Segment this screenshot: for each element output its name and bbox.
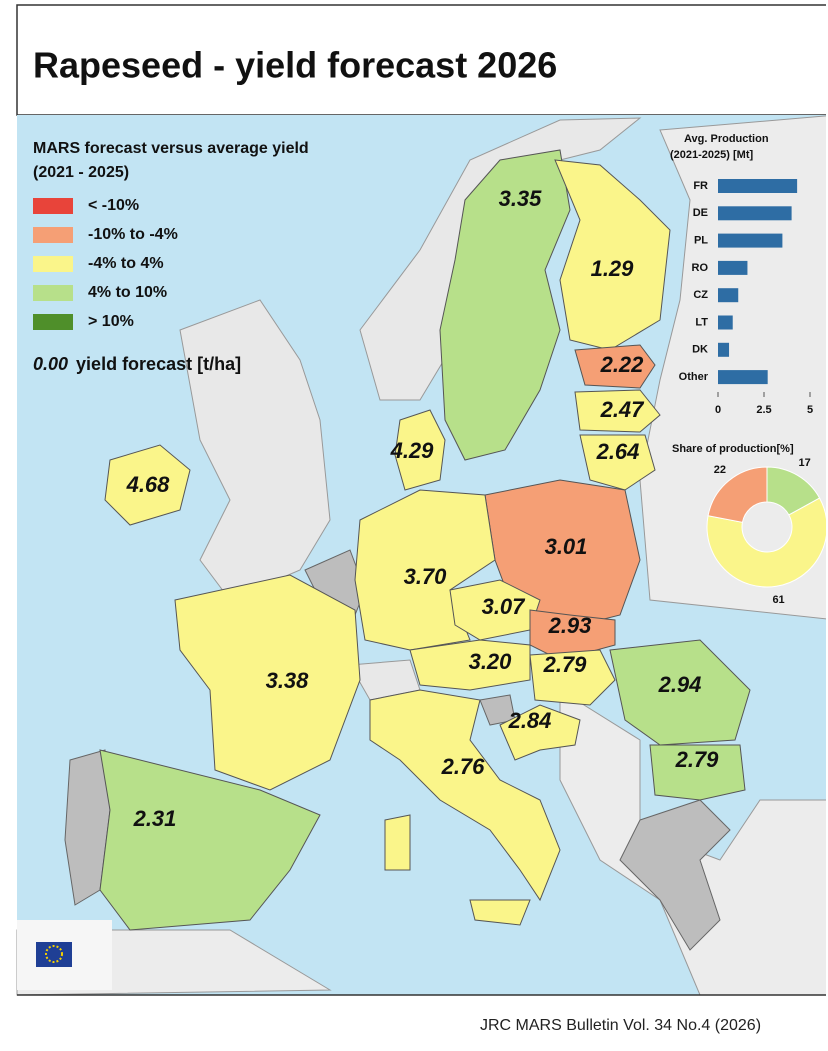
legend-label: > 10%: [88, 313, 134, 330]
region: [174, 574, 361, 791]
region: [439, 149, 571, 461]
region: [499, 704, 581, 761]
x-tick-label: 2.5: [756, 404, 771, 416]
legend-swatch: [33, 314, 73, 330]
bar-label: LT: [695, 316, 708, 328]
legend-note: 0.00 yield forecast [t/ha]: [33, 354, 241, 374]
region-value: 2.22: [600, 352, 645, 377]
region-value: 3.01: [545, 534, 588, 559]
bar-label: Other: [679, 371, 709, 383]
footer: [17, 995, 826, 1051]
legend-label: < -10%: [88, 197, 139, 214]
region-value: 3.07: [482, 594, 527, 619]
bar-label: PL: [694, 235, 708, 247]
donut-chart: Share of production[%] 17 61 22: [672, 443, 826, 606]
region-value: 2.64: [596, 439, 640, 464]
region: [369, 689, 561, 926]
donut-label: 17: [799, 457, 811, 469]
region: [409, 639, 531, 691]
header-box: [16, 4, 826, 116]
bar: [718, 206, 792, 221]
region: [574, 344, 656, 389]
bar-chart: Avg. Production (2021-2025) [Mt] FR DE PL R…: [670, 133, 813, 416]
legend-label: -4% to 4%: [88, 255, 164, 272]
legend-title: (2021 - 2025): [33, 164, 129, 181]
map: 3.35 1.29 2.22 2.47 4.29 2.64 4.68 3.01 3.70 3.07…: [16, 115, 826, 996]
bar: [718, 233, 783, 248]
donut-label: 22: [714, 464, 726, 476]
region-value: 2.94: [658, 672, 702, 697]
bar-label: DE: [693, 207, 708, 219]
bar-label: CZ: [693, 289, 708, 301]
region: [649, 744, 746, 801]
legend-swatch: [33, 198, 73, 214]
bar-label: FR: [693, 180, 708, 192]
region: [579, 434, 656, 491]
bar: [718, 315, 733, 330]
legend-swatch: [33, 285, 73, 301]
legend-note-sample: 0.00: [33, 354, 68, 374]
legend: MARS forecast versus average yield (2021…: [33, 140, 309, 374]
x-tick-label: 0: [715, 404, 721, 416]
bar: [718, 288, 739, 303]
bar-title: (2021-2025) [Mt]: [670, 149, 753, 161]
region-value: 4.29: [390, 438, 435, 463]
bar: [718, 260, 748, 275]
region-value: 2.31: [133, 806, 177, 831]
bar: [718, 179, 798, 193]
region: [554, 159, 671, 351]
region-value: 2.84: [508, 708, 552, 733]
uk: [179, 299, 331, 601]
region: [99, 749, 321, 931]
region: [394, 409, 446, 491]
region-value: 2.47: [600, 397, 646, 422]
legend-label: -10% to -4%: [88, 226, 178, 243]
region-value: 3.38: [266, 668, 310, 693]
donut-segment: [706, 497, 826, 588]
legend-label: 4% to 10%: [88, 284, 167, 301]
bar: [718, 370, 768, 385]
title: Rapeseed - yield forecast 2026: [33, 45, 557, 86]
region: [574, 389, 661, 433]
legend-note-text: yield forecast [t/ha]: [76, 354, 241, 374]
region-value: 2.79: [543, 652, 588, 677]
region: [529, 649, 616, 706]
footer-text: JRC MARS Bulletin Vol. 34 No.4 (2026): [480, 1017, 761, 1034]
legend-swatch: [33, 256, 73, 272]
region: [104, 444, 191, 526]
region-value: 2.93: [548, 613, 592, 638]
region-value: 4.68: [126, 472, 171, 497]
bar-label: DK: [692, 344, 708, 356]
bar-title: Avg. Production: [684, 133, 769, 145]
donut-label: 61: [772, 594, 784, 606]
bar-label: RO: [692, 262, 709, 274]
region-value: 2.76: [441, 754, 486, 779]
region-value: 3.35: [499, 186, 543, 211]
donut-segment: [707, 466, 768, 523]
region-value: 3.20: [469, 649, 513, 674]
donut-title: Share of production[%]: [672, 443, 794, 455]
region-value: 2.79: [675, 747, 720, 772]
legend-title: MARS forecast versus average yield: [33, 140, 309, 157]
bar: [718, 342, 730, 357]
balkans-land: [559, 689, 826, 996]
eu-stars: [45, 945, 63, 963]
region: [609, 639, 751, 746]
eu-logo: [17, 920, 112, 990]
region-value: 3.70: [404, 564, 448, 589]
region-value: 1.29: [591, 256, 635, 281]
greece: [619, 799, 731, 951]
x-tick-label: 5: [807, 404, 813, 416]
legend-swatch: [33, 227, 73, 243]
